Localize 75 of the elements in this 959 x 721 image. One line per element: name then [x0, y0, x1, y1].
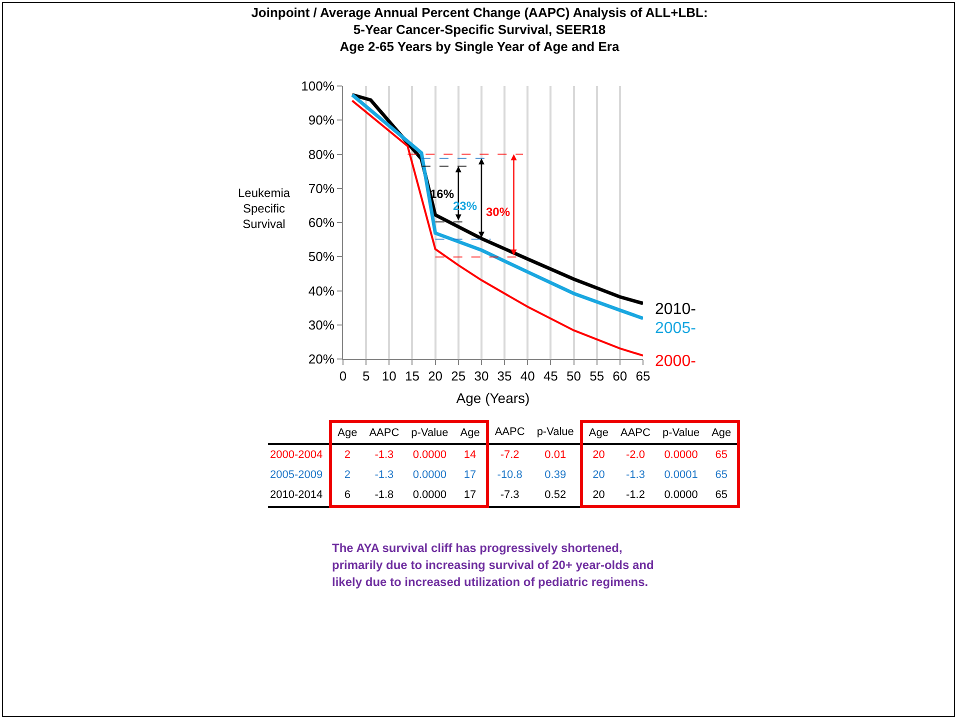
y-tick-label: 100%: [301, 78, 335, 94]
text: -1.3: [374, 449, 394, 461]
category-label: Age: [454, 422, 488, 444]
text: 14: [464, 449, 476, 461]
text: -10.8: [497, 469, 522, 481]
x-tick-label: 45: [543, 368, 558, 384]
text: 20: [592, 469, 605, 481]
text: -1.8: [374, 489, 394, 501]
x-tick-label: 55: [590, 368, 604, 384]
text: 0.01: [544, 449, 566, 461]
text: 20: [592, 489, 605, 501]
y-tick-label: 80%: [308, 146, 335, 162]
text: 0.52: [544, 489, 566, 502]
category-label: p-Value: [530, 422, 582, 444]
y-tick-label: 50%: [308, 249, 335, 264]
annotation: 30%: [486, 205, 510, 219]
text: 17: [464, 489, 476, 501]
x-tick-label: 30: [474, 368, 489, 384]
x-tick-label: 20: [428, 368, 443, 384]
y-tick-label: 90%: [308, 112, 335, 128]
text: 65: [715, 489, 728, 501]
text: 0.0000: [412, 469, 447, 481]
text: -2.0: [626, 449, 645, 461]
y-tick-label: 40%: [308, 283, 335, 298]
series-label: 2005-: [655, 320, 696, 337]
text: 2: [344, 469, 350, 481]
text: 65: [715, 449, 728, 461]
text: 20: [592, 449, 605, 461]
category-label: Age: [581, 422, 614, 444]
text: -1.2: [626, 489, 645, 501]
x-tick-label: 35: [497, 368, 512, 384]
text: 0.0001: [664, 469, 698, 481]
y-axis-title: Leukemia Specific Survival: [238, 186, 290, 232]
text: 65: [715, 469, 728, 481]
category-label: 2000-2004: [270, 449, 323, 461]
category-label: 2010-2014: [270, 489, 323, 502]
text: 0.0000: [664, 449, 698, 461]
x-tick-label: 50: [566, 368, 582, 384]
category-label: 2005-2009: [270, 469, 323, 481]
x-tick-label: 0: [339, 368, 347, 384]
y-tick-label: 70%: [308, 180, 335, 196]
category-label: AAPC: [614, 422, 656, 444]
category-label: AAPC: [487, 422, 531, 444]
series-label: 2000-: [655, 353, 696, 370]
text: 0.0000: [664, 489, 698, 501]
text: -7.2: [500, 449, 520, 461]
chart-title: Joinpoint / Average Annual Percent Change (AAPC) Analysis of ALL+LBL: 5-Year Cancer-Specific Survival, SEER18 Age 2-65 Years by Single Year of Age and Era: [250, 4, 709, 55]
category-label: Age: [330, 422, 364, 444]
text: The AYA survival cliff has progressively shortened, primarily due to increasing survival of 20+ year-olds and likely due to increased utilization of pediatric regimens.: [332, 540, 655, 591]
text: 17: [464, 469, 476, 481]
x-axis-title: Age (Years): [456, 390, 530, 406]
x-tick-label: 65: [636, 368, 650, 384]
text: -7.3: [500, 489, 520, 502]
text: -1.3: [626, 469, 645, 481]
text: 0.0000: [412, 449, 447, 461]
y-tick-label: 20%: [308, 352, 335, 367]
category-label: p-Value: [656, 422, 706, 444]
y-tick-label: 60%: [308, 215, 335, 230]
text: -1.3: [374, 469, 394, 481]
series-label: 2010-: [655, 301, 696, 318]
x-tick-label: 10: [382, 368, 396, 384]
x-tick-label: 15: [404, 368, 420, 384]
text: 0.39: [544, 469, 566, 481]
text: 0.0000: [412, 489, 447, 501]
category-label: p-Value: [405, 422, 454, 444]
x-tick-label: 40: [520, 368, 535, 384]
x-tick-label: 60: [612, 368, 628, 384]
y-tick-label: 30%: [308, 317, 335, 332]
x-tick-label: 25: [451, 368, 466, 384]
category-label: Age: [706, 422, 739, 444]
text: 6: [344, 489, 350, 501]
x-tick-label: 5: [362, 368, 370, 384]
text: 2: [344, 449, 350, 461]
line-series: [351, 100, 643, 357]
category-label: AAPC: [363, 422, 406, 444]
